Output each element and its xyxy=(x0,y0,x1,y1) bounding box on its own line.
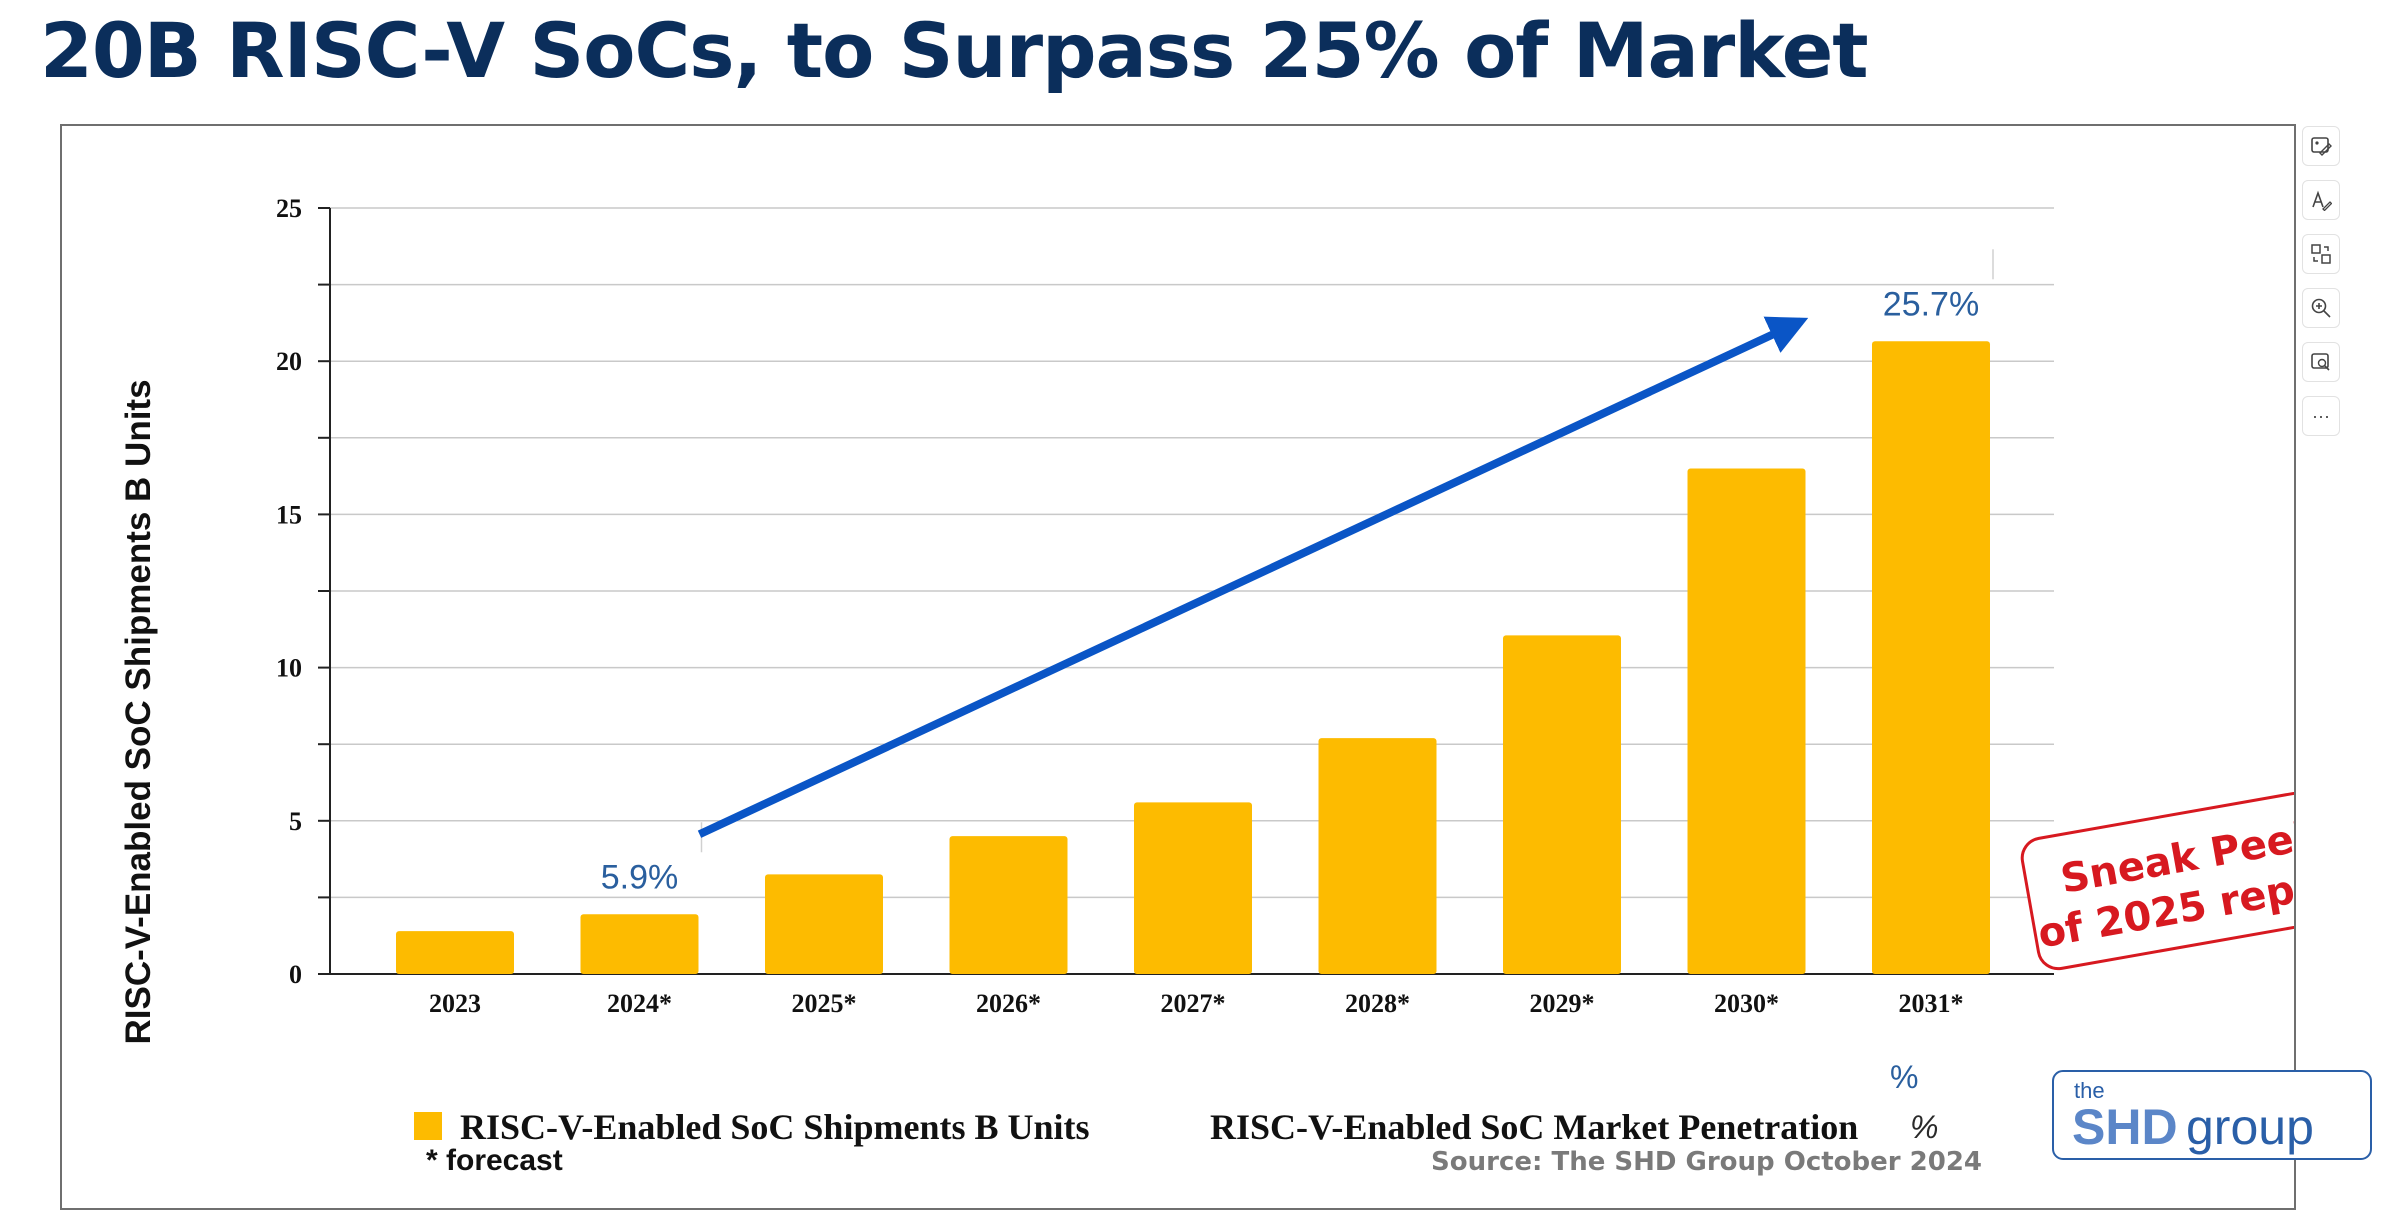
text-style-button[interactable] xyxy=(2302,180,2340,220)
x-tick-label: 2026* xyxy=(976,989,1041,1018)
percent-label: 5.9% xyxy=(601,858,679,896)
source-credit: Source: The SHD Group October 2024 xyxy=(1431,1147,1982,1177)
y-tick-label: 0 xyxy=(289,960,302,989)
chart-frame: 0 5 10 15 20 25 2023 2024* 2025* 2026* 2027* 2028*… xyxy=(60,124,2296,1210)
replace-icon xyxy=(2311,244,2331,264)
trend-arrow xyxy=(697,316,1809,838)
bar xyxy=(949,836,1068,974)
y-tick-label: 10 xyxy=(276,654,302,683)
y-tick-label: 25 xyxy=(276,194,302,223)
bar xyxy=(1503,635,1621,974)
slide-title: 20B RISC-V SoCs, to Surpass 25% of Marke… xyxy=(40,6,1869,95)
bar xyxy=(1134,802,1252,974)
trend-arrow-line xyxy=(697,316,1809,838)
zoom-in-icon xyxy=(2311,298,2331,318)
logo-brand-text: SHD xyxy=(2072,1099,2178,1155)
bar xyxy=(1318,738,1437,974)
edit-image-icon xyxy=(2311,137,2332,156)
more-icon: ··· xyxy=(2312,405,2330,426)
image-search-button[interactable] xyxy=(2302,342,2340,382)
zoom-in-button[interactable] xyxy=(2302,288,2340,328)
x-tick-label: 2030* xyxy=(1714,989,1779,1018)
bar xyxy=(1687,468,1806,974)
x-tick-label: 2023 xyxy=(429,989,481,1018)
shd-group-logo: the SHD group xyxy=(2052,1070,2372,1160)
bar xyxy=(396,931,514,974)
y-tick-label: 15 xyxy=(276,500,302,529)
sneak-peek-stamp: Sneak Peek of 2025 report xyxy=(2020,785,2294,971)
edit-image-button[interactable] xyxy=(2302,126,2340,166)
logo-rest-text: group xyxy=(2186,1099,2314,1155)
bar xyxy=(580,914,699,974)
grid-lines xyxy=(330,207,2054,899)
y-tick-label: 20 xyxy=(276,347,302,376)
bar xyxy=(765,874,883,974)
x-tick-label: 2031* xyxy=(1899,989,1964,1018)
legend-marker-penetration-blue: % xyxy=(1890,1059,1918,1095)
legend-marker-penetration: % xyxy=(1910,1109,1938,1145)
logo-small-text: the xyxy=(2074,1078,2105,1103)
x-tick-label: 2028* xyxy=(1345,989,1410,1018)
legend-swatch-shipments xyxy=(414,1112,442,1140)
side-toolbar: ··· xyxy=(2302,126,2342,436)
x-tick-label: 2024* xyxy=(607,989,672,1018)
bar-chart: 0 5 10 15 20 25 2023 2024* 2025* 2026* 2027* 2028*… xyxy=(119,194,2294,1177)
legend-label-penetration: RISC-V-Enabled SoC Market Penetration xyxy=(1210,1107,1858,1147)
legend-label-shipments: RISC-V-Enabled SoC Shipments B Units xyxy=(460,1107,1090,1147)
x-tick-labels: 2023 2024* 2025* 2026* 2027* 2028* 2029* 2030* 2… xyxy=(429,989,1964,1018)
replace-button[interactable] xyxy=(2302,234,2340,274)
forecast-footnote: * forecast xyxy=(426,1144,563,1177)
image-search-icon xyxy=(2311,353,2330,371)
legend: RISC-V-Enabled SoC Shipments B Units RIS… xyxy=(414,1059,1938,1147)
x-tick-label: 2029* xyxy=(1530,989,1595,1018)
text-style-icon xyxy=(2312,190,2332,211)
percent-label: 25.7% xyxy=(1883,285,1979,323)
y-axis-label: RISC-V-Enabled SoC Shipments B Units xyxy=(119,379,158,1044)
bar xyxy=(1872,341,1990,974)
y-tick-label: 5 xyxy=(289,807,302,836)
more-options-button[interactable]: ··· xyxy=(2302,396,2340,436)
x-tick-label: 2027* xyxy=(1161,989,1226,1018)
bars xyxy=(396,341,1990,974)
x-tick-label: 2025* xyxy=(792,989,857,1018)
percent-annotations: 5.9% 25.7% xyxy=(601,249,1994,896)
